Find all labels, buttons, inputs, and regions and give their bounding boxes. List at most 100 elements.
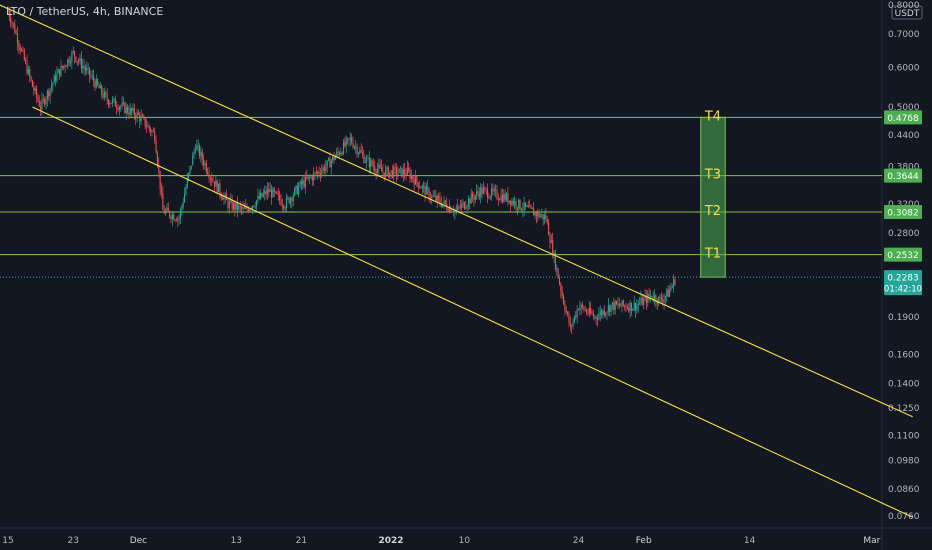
candle-body bbox=[359, 150, 361, 154]
candle-body bbox=[268, 189, 270, 192]
candle-body bbox=[299, 181, 301, 187]
candle-body bbox=[444, 200, 446, 204]
candle-body bbox=[91, 76, 93, 77]
candle-body bbox=[478, 193, 480, 198]
candle-body bbox=[408, 167, 410, 172]
candle-body bbox=[601, 311, 603, 315]
candle-body bbox=[11, 22, 13, 24]
candle-body bbox=[495, 189, 497, 191]
candle-body bbox=[37, 96, 39, 101]
candle-body bbox=[454, 209, 456, 213]
candle-body bbox=[629, 302, 631, 312]
candle-body bbox=[280, 199, 282, 205]
candle-body bbox=[78, 60, 80, 62]
candle-body bbox=[402, 169, 404, 177]
candle-body bbox=[632, 308, 634, 311]
candle-body bbox=[425, 186, 427, 195]
candle-body bbox=[538, 212, 540, 218]
candle-body bbox=[489, 196, 491, 198]
candle-body bbox=[245, 206, 247, 209]
candle-body bbox=[50, 86, 53, 89]
candle-body bbox=[352, 143, 354, 148]
candle-body bbox=[265, 190, 267, 195]
candle-body bbox=[220, 194, 222, 198]
candle-body bbox=[534, 212, 536, 216]
candle-body bbox=[493, 189, 495, 192]
candle-body bbox=[548, 222, 550, 236]
candle-body bbox=[186, 178, 188, 188]
x-tick-label: 10 bbox=[459, 536, 471, 546]
candle-body bbox=[277, 194, 279, 195]
candle-body bbox=[643, 298, 645, 305]
candle-body bbox=[461, 204, 463, 208]
candle-body bbox=[385, 169, 387, 177]
candle-body bbox=[117, 108, 119, 111]
candle-body bbox=[167, 207, 169, 212]
candle-body bbox=[95, 79, 97, 88]
candle-body bbox=[614, 301, 616, 311]
candle-body bbox=[580, 304, 582, 308]
candle-body bbox=[109, 103, 111, 105]
x-tick-label: 24 bbox=[573, 536, 585, 546]
candle-body bbox=[639, 303, 641, 305]
candle-body bbox=[329, 158, 331, 168]
candle-body bbox=[175, 219, 177, 221]
target-box bbox=[700, 116, 726, 278]
candle-body bbox=[605, 313, 607, 315]
candle-body bbox=[12, 23, 14, 25]
candle-body bbox=[522, 209, 524, 211]
candle-body bbox=[590, 307, 592, 314]
candle-body bbox=[367, 157, 369, 159]
candle-body bbox=[90, 75, 92, 77]
candle-body bbox=[181, 206, 183, 210]
candle-body bbox=[625, 305, 627, 309]
candle-body bbox=[450, 206, 452, 213]
candle-body bbox=[94, 81, 96, 88]
candle-body bbox=[579, 307, 581, 310]
currency-label: USDT bbox=[895, 9, 920, 19]
candle-body bbox=[390, 170, 392, 173]
candle-body bbox=[504, 193, 506, 200]
candle-body bbox=[30, 76, 32, 81]
candle-body bbox=[203, 159, 205, 166]
candle-body bbox=[125, 106, 127, 113]
candle-body bbox=[576, 309, 578, 318]
candle-body bbox=[433, 195, 436, 197]
candle-body bbox=[663, 298, 665, 303]
candle-body bbox=[640, 297, 642, 304]
candle-body bbox=[620, 305, 622, 307]
candle-body bbox=[140, 116, 142, 122]
candle-body bbox=[344, 142, 346, 146]
candle-body bbox=[318, 171, 320, 174]
target-price-badge bbox=[884, 168, 922, 183]
candle-body bbox=[166, 207, 168, 211]
candle-body bbox=[40, 106, 42, 110]
candle-body bbox=[147, 125, 149, 127]
candle-body bbox=[146, 126, 148, 128]
candle-body bbox=[549, 235, 551, 243]
candle-body bbox=[516, 207, 518, 209]
target-price-badge bbox=[884, 110, 922, 125]
candle-body bbox=[355, 146, 357, 148]
candle-body bbox=[41, 99, 43, 110]
candle-body bbox=[239, 205, 241, 207]
candle-body bbox=[185, 187, 187, 194]
candle-body bbox=[64, 66, 66, 68]
candle-body bbox=[413, 179, 415, 185]
y-tick-label: 0.3800 bbox=[888, 163, 920, 173]
candle-body bbox=[472, 193, 474, 198]
y-tick-label: 0.0980 bbox=[888, 457, 920, 467]
candle-body bbox=[419, 187, 421, 189]
candle-body bbox=[120, 106, 122, 108]
candle-body bbox=[49, 88, 51, 97]
candle-body bbox=[171, 214, 173, 220]
candle-body bbox=[526, 205, 528, 207]
candle-body bbox=[366, 158, 368, 162]
candle-body bbox=[668, 290, 671, 297]
candle-body bbox=[158, 164, 160, 171]
candle-body bbox=[531, 207, 533, 209]
candle-body bbox=[337, 151, 339, 153]
candle-body bbox=[357, 153, 359, 154]
candle-body bbox=[287, 197, 289, 199]
